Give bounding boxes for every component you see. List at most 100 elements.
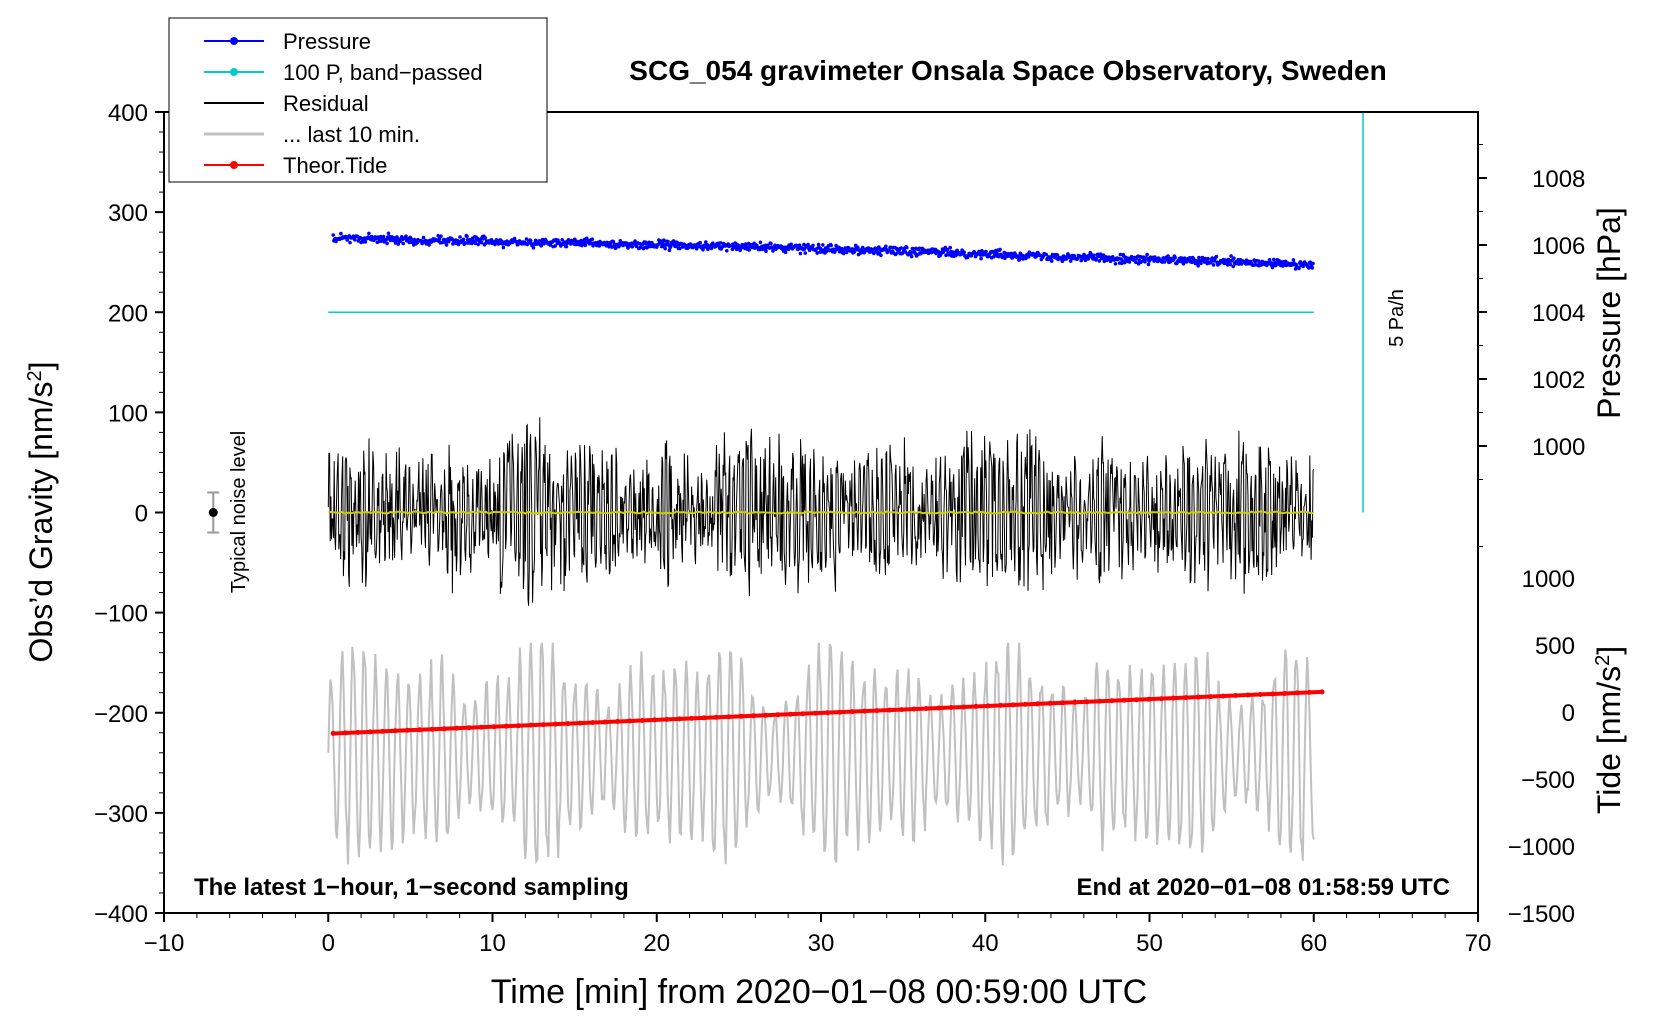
y-axis-label-tide-end: ] <box>1591 646 1627 655</box>
tide-point <box>1220 693 1226 699</box>
pressure-point <box>381 234 386 239</box>
tide-point <box>849 709 855 715</box>
legend-label: 100 P, band−passed <box>283 60 483 85</box>
tide-point <box>676 716 682 722</box>
legend-label: Pressure <box>283 29 371 54</box>
noise-level-label: Typical noise level <box>228 431 250 593</box>
tide-point <box>565 721 571 727</box>
tide-point <box>1010 702 1016 708</box>
x-tick-label: 0 <box>322 930 335 957</box>
tide-point <box>763 712 769 718</box>
tide-point <box>874 708 880 714</box>
pressure-point <box>369 234 374 239</box>
pressure-point <box>1311 261 1315 266</box>
tide-point <box>380 728 386 734</box>
tide-point <box>639 718 645 723</box>
x-axis: −10 0 10 20 30 40 50 60 70 <box>144 913 1491 957</box>
pressure-point <box>439 234 443 238</box>
x-axis-label: Time [min] from 2020−01−08 00:59:00 UTC <box>491 973 1147 1011</box>
tide-tick-label: −500 <box>1521 767 1575 794</box>
pressure-point <box>909 251 913 256</box>
pressure-point <box>1173 255 1177 260</box>
tide-point <box>355 729 361 735</box>
x-tick-label: 30 <box>808 930 835 957</box>
pressure-point <box>1310 266 1315 270</box>
pressure-tick-label: 1000 <box>1532 434 1585 461</box>
pressure-point <box>758 240 763 245</box>
tide-point <box>800 711 806 717</box>
pressure-point <box>852 250 857 254</box>
pressure-point <box>539 244 543 248</box>
pressure-point <box>995 252 999 256</box>
tide-point <box>713 714 719 720</box>
pressure-point <box>829 243 833 248</box>
pressure-point <box>1272 257 1276 262</box>
pressure-point <box>1166 254 1170 258</box>
pressure-point <box>1214 254 1219 259</box>
pressure-point <box>816 242 821 247</box>
chart-title: SCG_054 gravimeter Onsala Space Observat… <box>629 55 1386 86</box>
tide-point <box>1171 695 1177 701</box>
pressure-point <box>701 248 705 252</box>
noise-level-bar <box>207 491 220 534</box>
y-tick-label: −400 <box>94 901 148 928</box>
pressure-point <box>1229 254 1233 258</box>
tide-point <box>788 711 793 717</box>
tide-point <box>454 725 460 731</box>
pressure-point <box>524 237 529 241</box>
tide-point <box>1270 691 1275 697</box>
pressure-point <box>709 246 714 251</box>
pressure-point <box>339 231 343 236</box>
tide-point <box>417 727 423 733</box>
pressure-point <box>879 253 883 258</box>
tide-point <box>1232 693 1238 698</box>
tide-point <box>1121 697 1127 703</box>
y-axis-label-gravity-text: Obs’d Gravity [nm/s <box>23 382 59 663</box>
pressure-point <box>998 247 1002 252</box>
y-axis-label-gravity: Obs’d Gravity [nm/s2] <box>23 362 59 663</box>
tide-point <box>367 729 373 735</box>
pressure-tick-label: 1006 <box>1532 233 1585 260</box>
pressure-point <box>667 248 672 253</box>
pressure-point <box>1232 256 1236 261</box>
pressure-point <box>661 241 665 246</box>
legend-box <box>168 17 548 183</box>
tide-point <box>1047 700 1053 706</box>
tide-point <box>923 706 929 711</box>
noise-bar-point <box>208 508 218 517</box>
pressure-point <box>948 245 952 250</box>
pressure-point <box>630 244 635 249</box>
tide-tick-label: 1000 <box>1522 566 1575 593</box>
pressure-point <box>698 240 702 245</box>
residual-line <box>327 417 1315 606</box>
pressure-point <box>385 241 389 246</box>
pressure-point <box>789 242 793 247</box>
pressure-point <box>401 241 406 246</box>
tide-point <box>1307 689 1313 695</box>
legend: Pressure 100 P, band−passed Residual ... la… <box>168 17 548 183</box>
pressure-point <box>803 251 808 255</box>
pressure-point <box>1145 252 1149 257</box>
pressure-point <box>659 239 663 243</box>
tide-point <box>1109 698 1115 704</box>
pressure-point <box>645 245 649 250</box>
pressure-tick-label: 1002 <box>1532 367 1585 394</box>
pressure-point <box>611 239 616 244</box>
pressure-point <box>1068 259 1073 263</box>
tide-point <box>1319 689 1325 695</box>
tide-line-group <box>330 689 1325 736</box>
pressure-point <box>633 239 637 243</box>
tide-point <box>1158 696 1164 702</box>
x-tick-label: 60 <box>1300 930 1327 957</box>
tide-point <box>615 719 620 724</box>
pressure-tick-label: 1008 <box>1532 166 1585 193</box>
pressure-point <box>363 240 368 244</box>
pressure-point <box>436 234 441 238</box>
tide-point <box>886 707 892 713</box>
pressure-point <box>1143 260 1147 264</box>
tide-point <box>1059 700 1065 706</box>
tide-point <box>503 723 509 729</box>
y-tick-label: 300 <box>108 200 148 227</box>
y-tick-label: 0 <box>135 501 148 528</box>
